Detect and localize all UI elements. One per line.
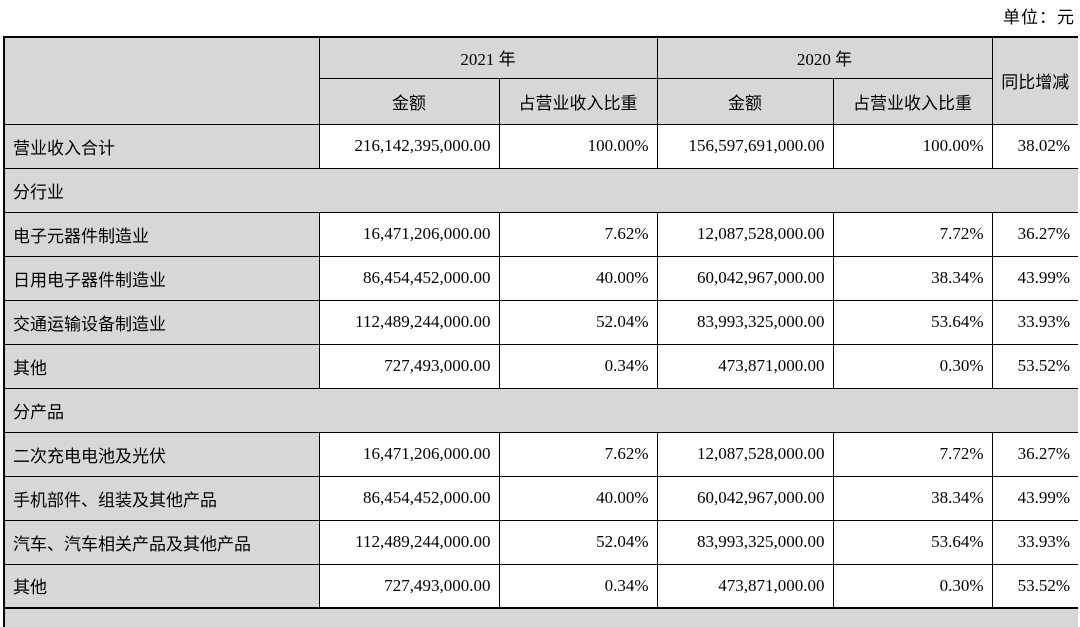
cell-ratio-2021: 0.34% (498, 563, 658, 609)
clipped-next-section-row (3, 607, 1078, 627)
table-header: 2021 年 2020 年 同比增减 金额 占营业收入比重 金额 占营业收入比重 (3, 36, 1078, 125)
table-row: 营业收入合计 216,142,395,000.00 100.00% 156,597,6… (3, 123, 1078, 169)
cell-label: 其他 (3, 343, 320, 389)
cell-ratio-2021: 40.00% (498, 255, 658, 301)
header-sub-row: 金额 占营业收入比重 金额 占营业收入比重 (4, 77, 1078, 125)
cell-ratio-2020: 7.72% (832, 211, 993, 257)
revenue-breakdown-table: 2021 年 2020 年 同比增减 金额 占营业收入比重 金额 占营业收入比重… (3, 36, 1078, 627)
cell-ratio-2020: 53.64% (832, 519, 993, 565)
unit-label: 单位：元 (1003, 8, 1075, 27)
table-row: 其他 727,493,000.00 0.34% 473,871,000.00 0.30%… (3, 343, 1078, 389)
cell-amount-2020: 83,993,325,000.00 (656, 299, 834, 345)
cell-amount-2020: 12,087,528,000.00 (656, 431, 834, 477)
cell-amount-2020: 60,042,967,000.00 (656, 475, 834, 521)
table-row: 汽车、汽车相关产品及其他产品 112,489,244,000.00 52.04% 83… (3, 519, 1078, 565)
cell-label: 电子元器件制造业 (3, 211, 320, 257)
header-ratio-2020: 占营业收入比重 (832, 77, 993, 125)
cell-amount-2020: 83,993,325,000.00 (656, 519, 834, 565)
cell-yoy: 33.93% (991, 519, 1078, 565)
cell-amount-2020: 12,087,528,000.00 (656, 211, 834, 257)
section-label: 分产品 (3, 387, 1078, 433)
cell-ratio-2021: 52.04% (498, 299, 658, 345)
header-amount-2021: 金额 (318, 77, 500, 125)
cell-yoy: 53.52% (991, 343, 1078, 389)
cell-ratio-2021: 7.62% (498, 431, 658, 477)
cell-yoy: 38.02% (991, 123, 1078, 169)
cell-label: 二次充电电池及光伏 (3, 431, 320, 477)
cell-yoy: 36.27% (991, 211, 1078, 257)
header-year-row: 2021 年 2020 年 同比增减 (3, 36, 1078, 125)
cell-ratio-2020: 0.30% (832, 563, 993, 609)
cell-ratio-2020: 53.64% (832, 299, 993, 345)
cell-amount-2020: 473,871,000.00 (656, 343, 834, 389)
cell-yoy: 43.99% (991, 255, 1078, 301)
table-foot (3, 607, 1078, 627)
header-ratio-2021: 占营业收入比重 (498, 77, 658, 125)
table-row: 其他 727,493,000.00 0.34% 473,871,000.00 0.30%… (3, 563, 1078, 609)
table-row: 日用电子器件制造业 86,454,452,000.00 40.00% 60,042,9… (3, 255, 1078, 301)
header-year-2021: 2021 年 (318, 36, 658, 79)
header-amount-2020: 金额 (656, 77, 834, 125)
cell-ratio-2020: 7.72% (832, 431, 993, 477)
cell-amount-2020: 60,042,967,000.00 (656, 255, 834, 301)
section-row: 分行业 (3, 167, 1078, 213)
cell-ratio-2021: 7.62% (498, 211, 658, 257)
cell-yoy: 53.52% (991, 563, 1078, 609)
cell-ratio-2021: 100.00% (498, 123, 658, 169)
section-row: 分产品 (3, 387, 1078, 433)
cell-ratio-2020: 0.30% (832, 343, 993, 389)
cell-ratio-2020: 100.00% (832, 123, 993, 169)
cell-yoy: 33.93% (991, 299, 1078, 345)
cell-amount-2020: 156,597,691,000.00 (656, 123, 834, 169)
cell-amount-2021: 112,489,244,000.00 (318, 519, 500, 565)
cell-amount-2020: 473,871,000.00 (656, 563, 834, 609)
cell-ratio-2021: 52.04% (498, 519, 658, 565)
table-row: 手机部件、组装及其他产品 86,454,452,000.00 40.00% 60,04… (3, 475, 1078, 521)
table-body: 营业收入合计 216,142,395,000.00 100.00% 156,597,6… (3, 123, 1078, 609)
section-label: 分行业 (3, 167, 1078, 213)
cell-amount-2021: 86,454,452,000.00 (318, 475, 500, 521)
cell-label: 其他 (3, 563, 320, 609)
header-corner-cell (3, 36, 320, 125)
cell-amount-2021: 112,489,244,000.00 (318, 299, 500, 345)
cell-label: 日用电子器件制造业 (3, 255, 320, 301)
cell-label: 手机部件、组装及其他产品 (3, 475, 320, 521)
cell-yoy: 43.99% (991, 475, 1078, 521)
cell-amount-2021: 16,471,206,000.00 (318, 211, 500, 257)
cell-amount-2021: 16,471,206,000.00 (318, 431, 500, 477)
cell-ratio-2021: 0.34% (498, 343, 658, 389)
cell-yoy: 36.27% (991, 431, 1078, 477)
table-row: 电子元器件制造业 16,471,206,000.00 7.62% 12,087,528… (3, 211, 1078, 257)
revenue-table-container: 2021 年 2020 年 同比增减 金额 占营业收入比重 金额 占营业收入比重… (3, 36, 1078, 627)
header-year-2020: 2020 年 (656, 36, 993, 79)
cell-amount-2021: 727,493,000.00 (318, 343, 500, 389)
cell-amount-2021: 727,493,000.00 (318, 563, 500, 609)
table-row: 二次充电电池及光伏 16,471,206,000.00 7.62% 12,087,52… (3, 431, 1078, 477)
cell-label: 营业收入合计 (3, 123, 320, 169)
cell-ratio-2020: 38.34% (832, 475, 993, 521)
header-yoy: 同比增减 (991, 36, 1078, 125)
cell-ratio-2021: 40.00% (498, 475, 658, 521)
clipped-next-section-cell (3, 607, 1078, 627)
cell-amount-2021: 86,454,452,000.00 (318, 255, 500, 301)
cell-ratio-2020: 38.34% (832, 255, 993, 301)
table-row: 交通运输设备制造业 112,489,244,000.00 52.04% 83,993,… (3, 299, 1078, 345)
cell-label: 交通运输设备制造业 (3, 299, 320, 345)
cell-amount-2021: 216,142,395,000.00 (318, 123, 500, 169)
cell-label: 汽车、汽车相关产品及其他产品 (3, 519, 320, 565)
